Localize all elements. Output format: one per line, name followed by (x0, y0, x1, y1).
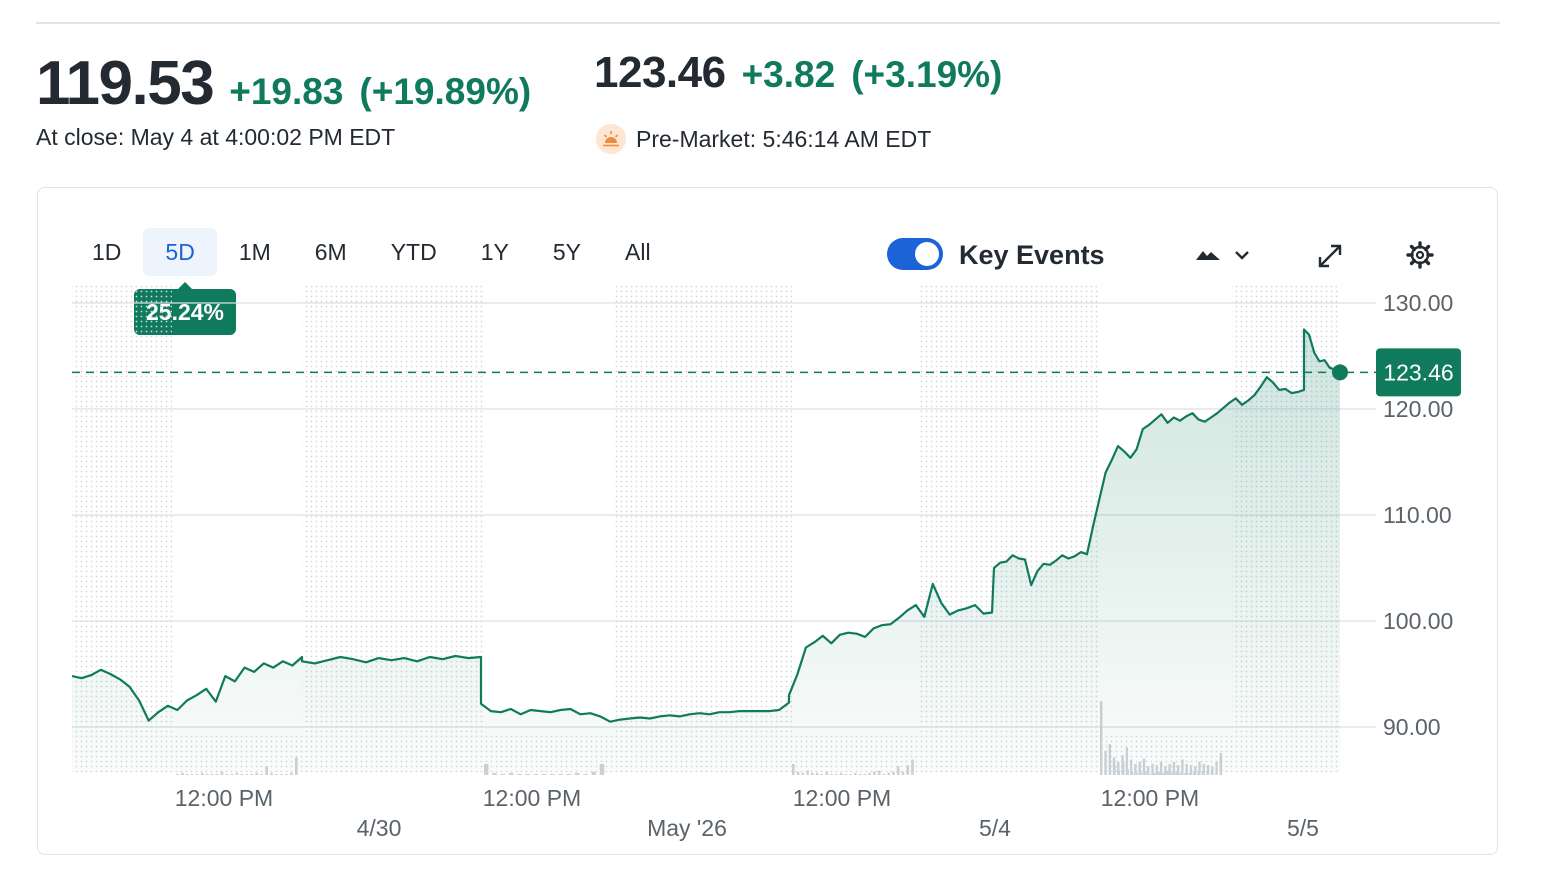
pre-market-change: +3.82 (741, 54, 836, 95)
close-quote: 119.53 +19.83 (+19.89%) (36, 48, 531, 118)
sunrise-icon (596, 124, 626, 154)
expand-icon[interactable] (1316, 242, 1344, 275)
pre-market-price: 123.46 (594, 48, 726, 97)
pre-market-timestamp: Pre-Market: 5:46:14 AM EDT (636, 125, 932, 152)
range-6m[interactable]: 6M (314, 239, 347, 265)
key-events-toggle[interactable] (887, 238, 943, 270)
range-change-badge: 25.24% (134, 282, 236, 335)
chart-type-button[interactable] (1194, 243, 1254, 272)
gear-icon[interactable] (1405, 240, 1435, 275)
pre-market-change-percent: (+3.19%) (851, 54, 1003, 95)
range-selector: 1D 5D 1M 6M YTD 1Y 5Y All (70, 228, 673, 276)
mountain-chart-icon (1196, 251, 1220, 260)
toggle-knob (915, 242, 939, 266)
close-timestamp: At close: May 4 at 4:00:02 PM EDT (36, 124, 396, 150)
pre-market-quote: 123.46 +3.82 (+3.19%) (594, 48, 1002, 118)
key-events-label: Key Events (959, 240, 1105, 270)
range-5y[interactable]: 5Y (552, 239, 581, 265)
range-ytd[interactable]: YTD (390, 239, 437, 265)
close-change-percent: (+19.89%) (359, 71, 532, 112)
chevron-down-icon (1235, 251, 1249, 260)
close-change: +19.83 (229, 71, 344, 112)
top-divider (36, 22, 1500, 24)
range-5d[interactable]: 5D (143, 228, 217, 276)
range-1d[interactable]: 1D (92, 239, 122, 265)
chart-card (37, 187, 1498, 855)
range-1m[interactable]: 1M (238, 239, 271, 265)
range-all[interactable]: All (625, 239, 651, 265)
pre-market-timestamp-row: Pre-Market: 5:46:14 AM EDT (596, 124, 931, 154)
close-price: 119.53 (36, 49, 215, 118)
range-1y[interactable]: 1Y (480, 239, 509, 265)
